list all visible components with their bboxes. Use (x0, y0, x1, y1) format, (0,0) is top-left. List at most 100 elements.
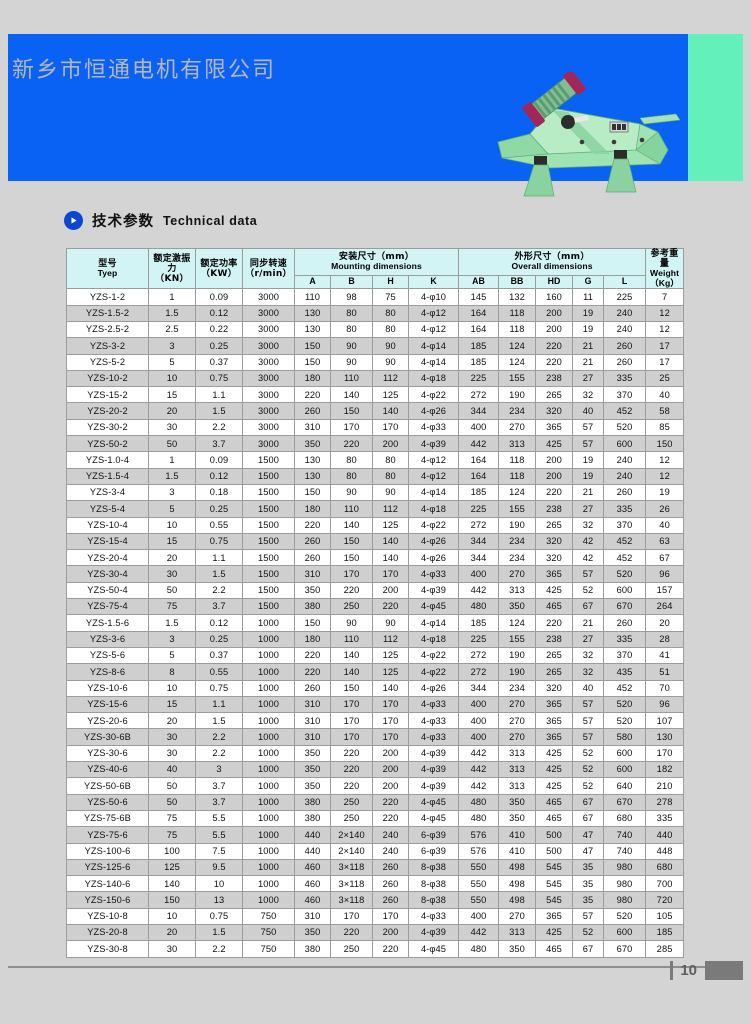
cell-a: 180 (294, 500, 331, 518)
table-row: YZS-30-4 30 1.5 1500 310 170 170 4-φ33 400 270 365… (66, 565, 685, 583)
cell-kn: 3 (148, 337, 196, 355)
cell-a: 350 (294, 923, 331, 942)
cell-kw: 0.09 (195, 288, 243, 306)
cell-hd: 500 (535, 826, 574, 844)
cell-k: 4-φ33 (407, 907, 460, 925)
cell-hd: 365 (535, 418, 574, 437)
cell-hd: 220 (535, 483, 574, 502)
banner-green-panel (688, 34, 743, 181)
cell-ab: 442 (458, 744, 500, 763)
cell-bb: 124 (498, 483, 537, 502)
cell-ab: 344 (458, 549, 500, 567)
cell-model: YZS-50-6B (66, 777, 149, 795)
cell-ab: 164 (458, 467, 500, 485)
table-row: YZS-140-6 140 10 1000 460 3×118 260 8-φ38 550 498… (66, 875, 685, 893)
cell-k: 4-φ39 (407, 923, 460, 942)
cell-ab: 480 (458, 598, 500, 616)
cell-l: 600 (603, 435, 647, 453)
cell-weight: 157 (645, 581, 685, 600)
cell-weight: 335 (645, 809, 685, 828)
table-row: YZS-50-4 50 2.2 1500 350 220 200 4-φ39 442 313 425… (66, 581, 685, 600)
cell-weight: 440 (645, 826, 685, 844)
cell-b: 80 (330, 320, 373, 339)
col-header-l: L (603, 274, 647, 290)
cell-hd: 200 (535, 467, 574, 485)
cell-g: 52 (572, 761, 605, 779)
table-row: YZS-3-2 3 0.25 3000 150 90 90 4-φ14 185 124 220 21 2… (66, 337, 685, 355)
table-row: YZS-15-6 15 1.1 1000 310 170 170 4-φ33 400 270 365… (66, 695, 685, 714)
cell-b: 220 (330, 777, 373, 795)
cell-kn: 10 (148, 516, 196, 534)
cell-l: 670 (603, 940, 647, 958)
cell-ab: 344 (458, 679, 500, 697)
cell-kw: 1.5 (195, 565, 243, 583)
cell-kw: 1.1 (195, 549, 243, 567)
cell-a: 380 (294, 598, 331, 616)
cell-weight: 25 (645, 369, 685, 388)
cell-kw: 0.37 (195, 353, 243, 371)
cell-a: 380 (294, 793, 331, 811)
cell-weight: 680 (645, 858, 685, 877)
table-row: YZS-3-4 3 0.18 1500 150 90 90 4-φ14 185 124 220 21 2… (66, 483, 685, 502)
cell-kn: 50 (148, 435, 196, 453)
cell-l: 260 (603, 337, 647, 355)
cell-ab: 164 (458, 304, 500, 323)
cell-r-min: 1000 (242, 875, 295, 893)
cell-l: 370 (603, 386, 647, 404)
page-number: 10 (680, 961, 697, 979)
cell-k: 4-φ33 (407, 565, 460, 583)
cell-kn: 140 (148, 875, 196, 893)
cell-a: 350 (294, 581, 331, 600)
cell-bb: 313 (498, 761, 537, 779)
cell-hd: 220 (535, 353, 574, 371)
cell-b: 2×140 (330, 842, 373, 860)
table-row: YZS-5-2 5 0.37 3000 150 90 90 4-φ14 185 124 220 21 2… (66, 353, 685, 371)
cell-ab: 225 (458, 500, 500, 518)
cell-kw: 2.2 (195, 581, 243, 600)
cell-h: 140 (372, 549, 409, 567)
cell-kw: 0.18 (195, 483, 243, 502)
cell-l: 520 (603, 418, 647, 437)
cell-ab: 400 (458, 907, 500, 925)
cell-kw: 1.5 (195, 923, 243, 942)
cell-model: YZS-3-6 (66, 630, 149, 648)
cell-ab: 225 (458, 369, 500, 388)
cell-b: 140 (330, 516, 373, 534)
cell-hd: 265 (535, 646, 574, 665)
cell-kw: 0.12 (195, 467, 243, 485)
cell-ab: 400 (458, 565, 500, 583)
cell-g: 57 (572, 435, 605, 453)
cell-weight: 264 (645, 598, 685, 616)
section-title: 技术参数 Technical data (64, 210, 257, 231)
cell-kn: 50 (148, 793, 196, 811)
cell-hd: 320 (535, 679, 574, 697)
cell-a: 260 (294, 549, 331, 567)
cell-h: 220 (372, 940, 409, 958)
table-row: YZS-40-6 40 3 1000 350 220 200 4-φ39 442 313 425 52… (66, 761, 685, 779)
cell-model: YZS-140-6 (66, 875, 149, 893)
cell-kw: 0.12 (195, 304, 243, 323)
cell-h: 170 (372, 695, 409, 714)
cell-k: 4-φ39 (407, 744, 460, 763)
cell-hd: 265 (535, 386, 574, 404)
cell-bb: 190 (498, 663, 537, 681)
cell-h: 112 (372, 500, 409, 518)
cell-kn: 100 (148, 842, 196, 860)
cell-l: 740 (603, 842, 647, 860)
cell-kn: 20 (148, 402, 196, 420)
cell-model: YZS-50-4 (66, 581, 149, 600)
cell-weight: 20 (645, 614, 685, 632)
cell-b: 170 (330, 907, 373, 925)
cell-b: 140 (330, 386, 373, 404)
cell-weight: 17 (645, 353, 685, 371)
cell-h: 260 (372, 891, 409, 909)
cell-g: 57 (572, 565, 605, 583)
cell-ab: 400 (458, 695, 500, 714)
cell-kn: 5 (148, 500, 196, 518)
cell-kw: 0.12 (195, 614, 243, 632)
cell-ab: 576 (458, 826, 500, 844)
cell-g: 52 (572, 777, 605, 795)
cell-hd: 365 (535, 907, 574, 925)
cell-k: 4-φ18 (407, 500, 460, 518)
cell-kw: 5.5 (195, 826, 243, 844)
